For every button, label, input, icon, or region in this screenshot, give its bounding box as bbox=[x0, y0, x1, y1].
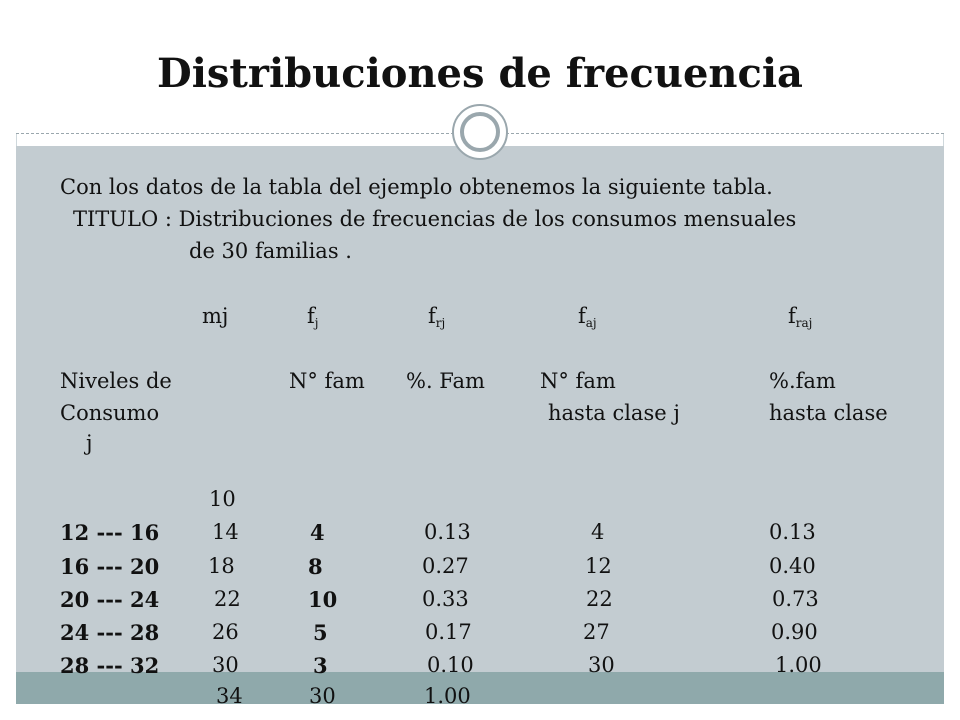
row-fra: 1.00 bbox=[775, 653, 822, 677]
row-mark: 30 bbox=[212, 653, 239, 677]
col-frj: frj bbox=[428, 304, 446, 330]
row-fra: 0.40 bbox=[769, 554, 816, 578]
col-fj-sub: j bbox=[314, 316, 319, 330]
row-interval: 24 --- 28 bbox=[60, 620, 160, 645]
total-fr: 1.00 bbox=[424, 684, 471, 708]
row-mark: 18 bbox=[208, 554, 235, 578]
row-f: 5 bbox=[313, 620, 328, 645]
col-fj: fj bbox=[307, 304, 319, 330]
row-fr: 0.13 bbox=[424, 520, 471, 544]
row-fa: 22 bbox=[586, 587, 613, 611]
titulo-line-1: TITULO : Distribuciones de frecuencias d… bbox=[73, 207, 797, 231]
col-frj-base: f bbox=[428, 304, 436, 328]
col-fraj-base: f bbox=[788, 304, 796, 328]
header-niveles: Niveles de bbox=[60, 369, 172, 393]
row-interval: 20 --- 24 bbox=[60, 587, 160, 612]
header-j: j bbox=[86, 431, 93, 455]
header-nfam-acum: N° fam bbox=[540, 369, 616, 393]
col-fraj-sub: raj bbox=[795, 316, 813, 330]
row-fra: 0.90 bbox=[771, 620, 818, 644]
col-faj: faj bbox=[578, 304, 597, 330]
row-interval: 12 --- 16 bbox=[60, 520, 160, 545]
row-f: 10 bbox=[308, 587, 338, 612]
row-fra: 0.13 bbox=[769, 520, 816, 544]
header-pctfam-acum: %.fam bbox=[769, 369, 836, 393]
row-f: 8 bbox=[308, 554, 323, 579]
titulo-line-2: de 30 familias . bbox=[189, 239, 352, 263]
row-fa: 30 bbox=[588, 653, 615, 677]
content-panel bbox=[16, 146, 944, 672]
bottom-band bbox=[16, 672, 944, 704]
row-fr: 0.10 bbox=[427, 653, 474, 677]
col-mj: mj bbox=[202, 304, 229, 328]
decorative-circle-icon bbox=[452, 104, 508, 160]
row-interval: 28 --- 32 bbox=[60, 653, 160, 678]
row-fa: 12 bbox=[585, 554, 612, 578]
inner-ring bbox=[460, 112, 500, 152]
row-fa: 27 bbox=[583, 620, 610, 644]
row-fra: 0.73 bbox=[772, 587, 819, 611]
row-mark: 22 bbox=[214, 587, 241, 611]
row-mark: 26 bbox=[212, 620, 239, 644]
header-hasta-clase: hasta clase bbox=[769, 401, 888, 425]
row-fr: 0.27 bbox=[422, 554, 469, 578]
col-fj-base: f bbox=[307, 304, 315, 328]
total-f: 30 bbox=[309, 684, 336, 708]
row-interval: 16 --- 20 bbox=[60, 554, 160, 579]
total-mark: 34 bbox=[216, 684, 243, 708]
row-fr: 0.33 bbox=[422, 587, 469, 611]
header-consumo: Consumo bbox=[60, 401, 160, 425]
header-pctfam: %. Fam bbox=[406, 369, 485, 393]
row-f: 4 bbox=[310, 520, 325, 545]
row-mark: 14 bbox=[212, 520, 239, 544]
intro-text: Con los datos de la tabla del ejemplo ob… bbox=[60, 175, 773, 199]
row-fr: 0.17 bbox=[425, 620, 472, 644]
header-hasta-clase-j: hasta clase j bbox=[548, 401, 680, 425]
header-nfam: N° fam bbox=[289, 369, 365, 393]
row-fa: 4 bbox=[591, 520, 605, 544]
col-frj-sub: rj bbox=[435, 316, 446, 330]
col-faj-sub: aj bbox=[585, 316, 597, 330]
first-class-mark: 10 bbox=[209, 487, 236, 511]
col-fraj: fraj bbox=[788, 304, 813, 330]
slide-title: Distribuciones de frecuencia bbox=[157, 50, 803, 97]
row-f: 3 bbox=[313, 653, 328, 678]
col-faj-base: f bbox=[578, 304, 586, 328]
